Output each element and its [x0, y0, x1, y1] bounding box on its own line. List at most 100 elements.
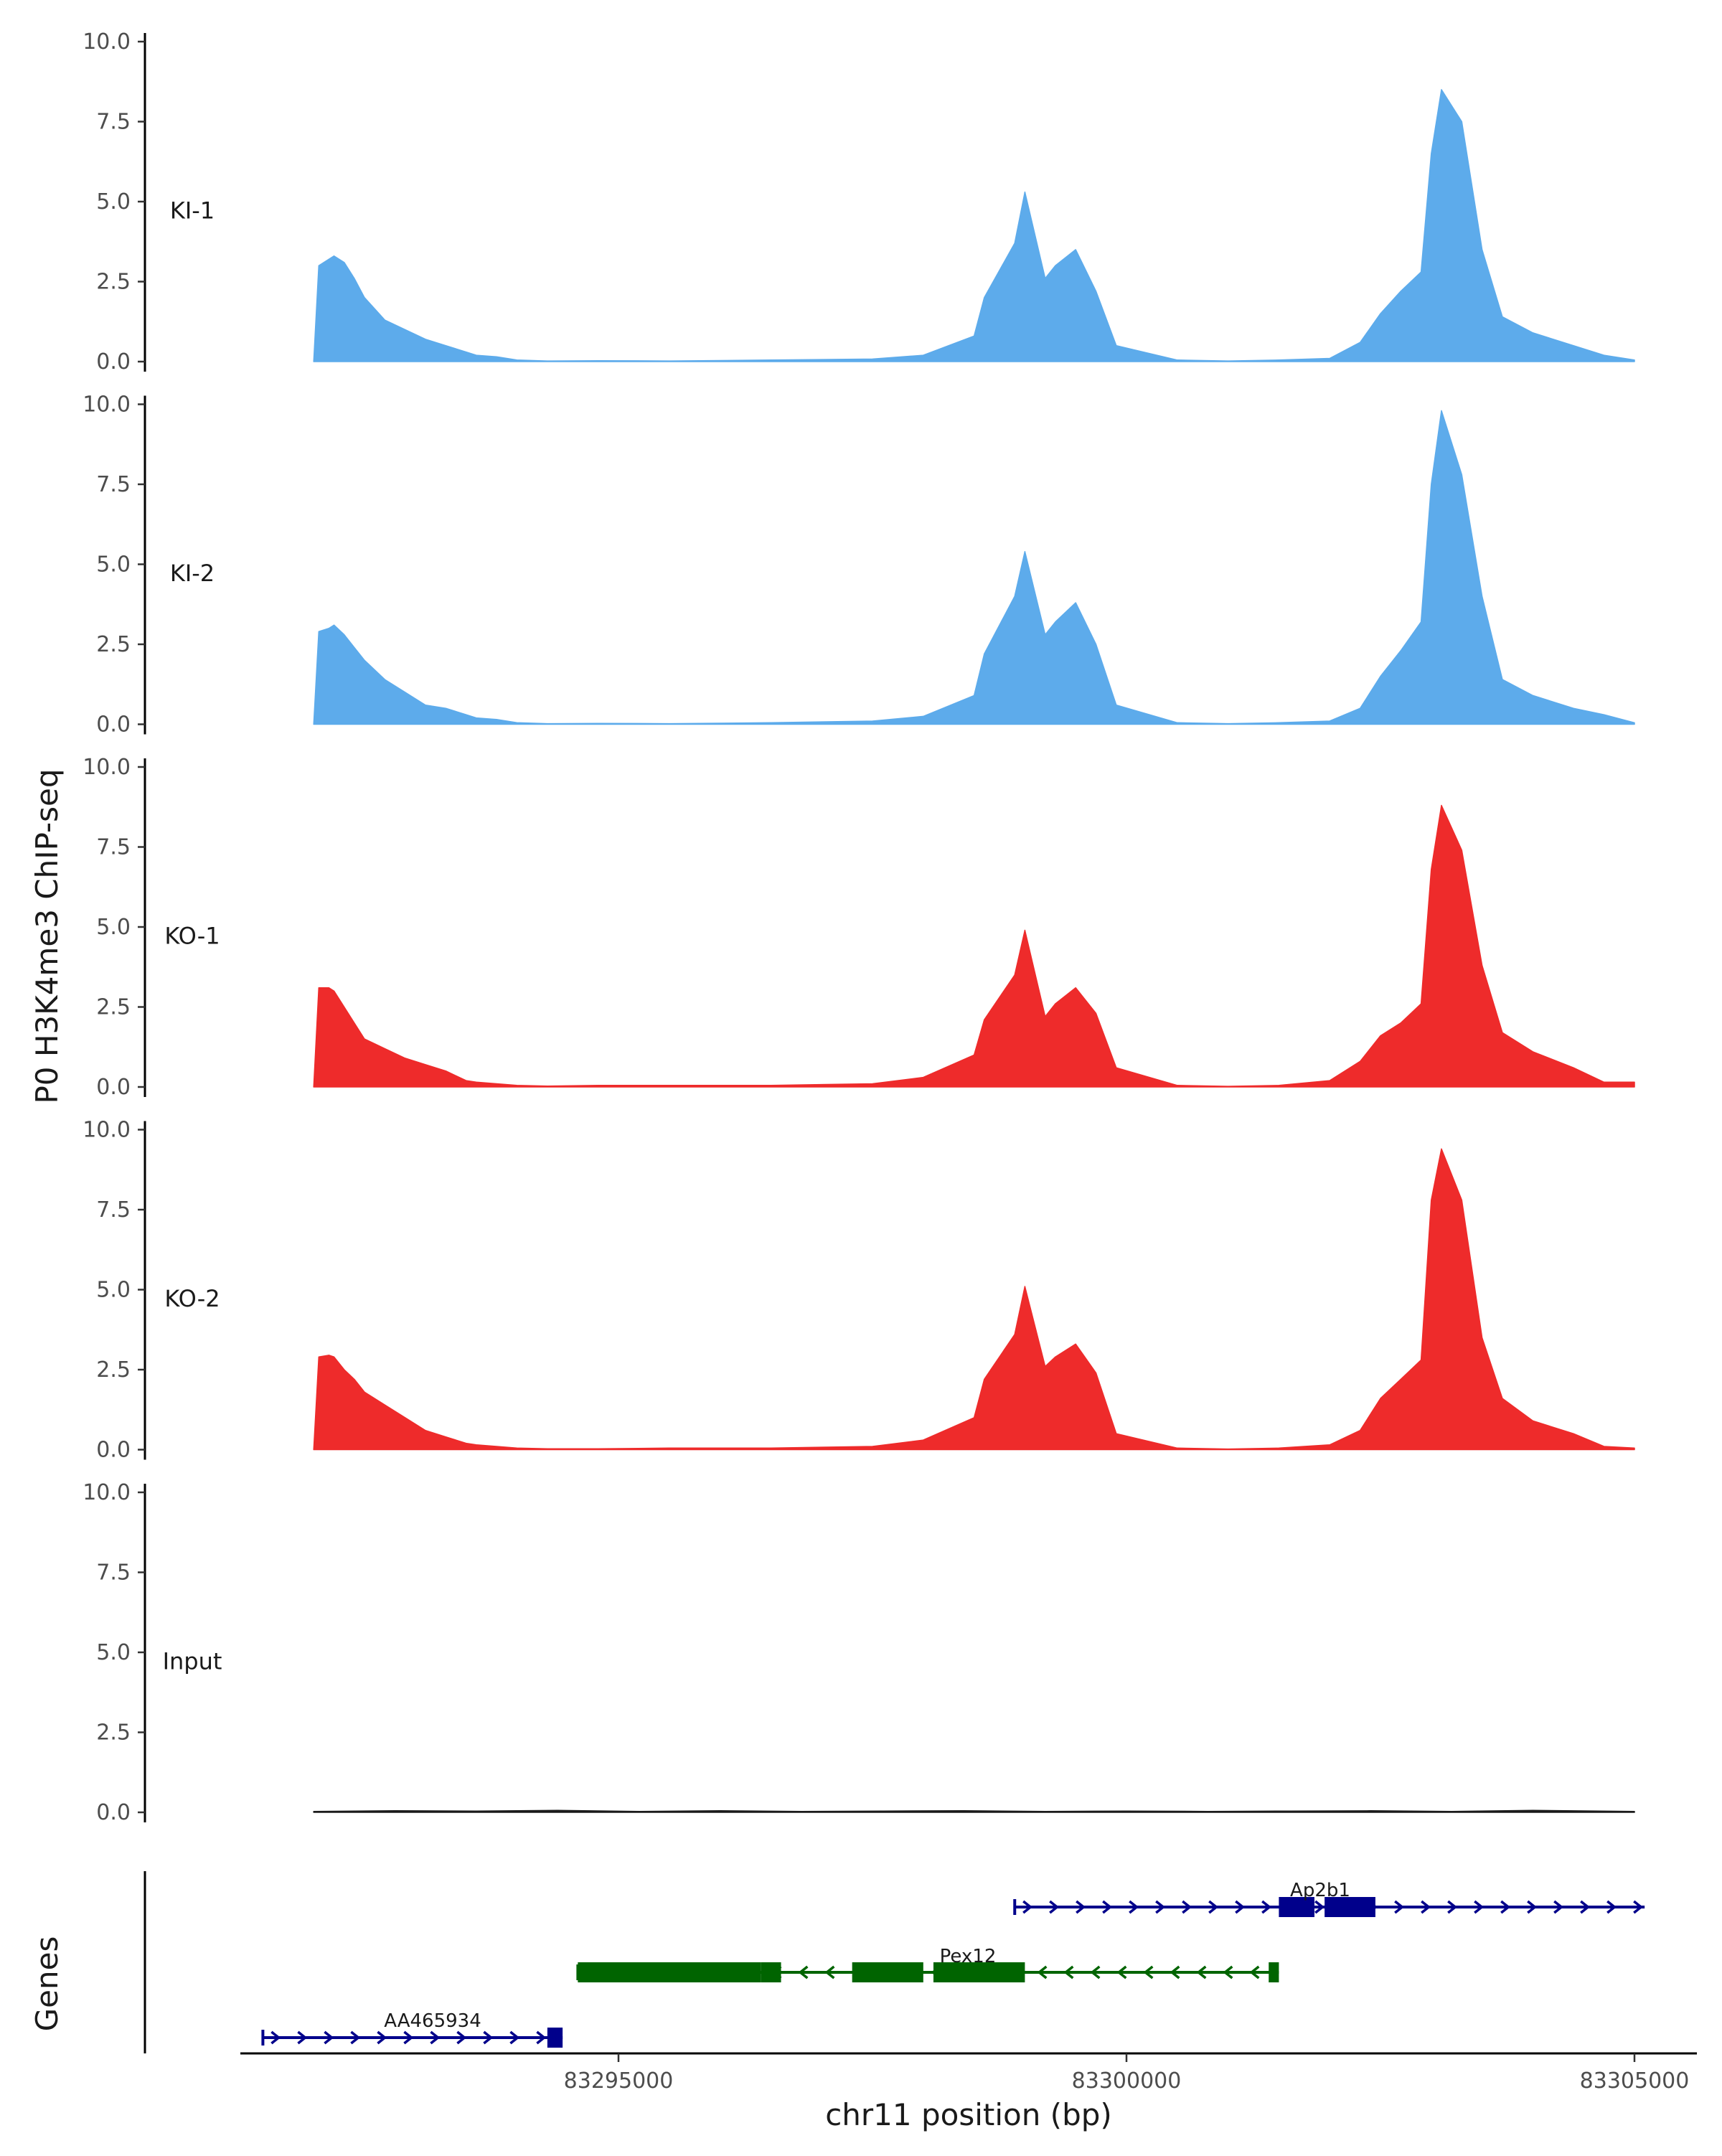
y-tick-label: 2.5	[96, 1357, 131, 1383]
signal-area-ko-1	[313, 804, 1635, 1088]
gene-label: AA465934	[384, 2010, 481, 2032]
gene-label: Ap2b1	[1290, 1880, 1350, 1901]
strand-chevron	[1235, 1900, 1246, 1914]
signal-area-ki-2	[313, 410, 1635, 725]
y-tick-label: 2.5	[96, 632, 131, 657]
x-tick-label: 83295000	[564, 2068, 674, 2094]
track-ko-2: 0.0 2.5 5.0 7.5 10.0 KO-2	[83, 1118, 1635, 1463]
y-tick-label: 10.0	[83, 755, 131, 780]
strand-chevron	[1208, 1900, 1219, 1914]
gene-ap2b1: Ap2b1	[1013, 1880, 1645, 1917]
y-tick-label: 2.5	[96, 995, 131, 1020]
strand-chevron	[1037, 1965, 1048, 1980]
strand-chevron	[1182, 1900, 1192, 1914]
strand-chevron	[1170, 1965, 1180, 1980]
y-tick-label: 0.0	[96, 1075, 131, 1100]
y-tick-label: 0.0	[96, 1800, 131, 1825]
strand-chevron	[1633, 1900, 1644, 1914]
strand-chevron	[1196, 1965, 1207, 1980]
strand-chevron	[1580, 1900, 1591, 1914]
strand-chevron	[270, 2030, 281, 2045]
strand-chevron	[1421, 1900, 1431, 1914]
y-tick-label: 10.0	[83, 1480, 131, 1505]
exon	[852, 1962, 923, 1982]
track-ko-1: 0.0 2.5 5.0 7.5 10.0 KO-1	[83, 755, 1635, 1100]
strand-chevron	[483, 2030, 494, 2045]
y-tick-label: 5.0	[96, 915, 131, 940]
gene-pex12: Pex12	[576, 1946, 1279, 1982]
signal-area-ko-2	[313, 1148, 1635, 1451]
exon	[761, 1962, 781, 1982]
strand-chevron	[509, 2030, 520, 2045]
genes-track-label: Genes	[29, 1936, 65, 2032]
y-tick-label: 5.0	[96, 189, 131, 215]
strand-chevron	[297, 2030, 308, 2045]
track-label: KO-2	[164, 1285, 220, 1312]
strand-chevron	[1223, 1965, 1233, 1980]
strand-chevron	[1553, 1900, 1564, 1914]
strand-chevron	[377, 2030, 387, 2045]
x-axis-title: chr11 position (bp)	[825, 2097, 1112, 2132]
y-tick-label: 10.0	[83, 392, 131, 418]
y-tick-label: 2.5	[96, 1720, 131, 1746]
strand-chevron	[1102, 1900, 1113, 1914]
y-tick-label: 2.5	[96, 270, 131, 295]
strand-chevron	[1076, 1900, 1086, 1914]
exon	[578, 1962, 618, 1982]
strand-chevron	[1063, 1965, 1074, 1980]
strand-chevron	[1447, 1900, 1458, 1914]
track-label: KI-1	[170, 197, 215, 224]
track-ki-1: 0.0 2.5 5.0 7.5 10.0 KI-1	[83, 29, 1635, 375]
strand-chevron	[403, 2030, 414, 2045]
genes-track: Ap2b1 Pex12 AA465934	[144, 1871, 1645, 2053]
signal-area-ki-1	[313, 89, 1635, 362]
strand-chevron	[1249, 1965, 1260, 1980]
strand-chevron	[1129, 1900, 1139, 1914]
x-tick-label: 83300000	[1072, 2068, 1182, 2094]
y-tick-label: 7.5	[96, 110, 131, 135]
y-tick-label: 5.0	[96, 552, 131, 578]
strand-chevron	[1261, 1900, 1272, 1914]
strand-chevron	[324, 2030, 334, 2045]
y-tick-label: 5.0	[96, 1640, 131, 1665]
tracks-layer: 0.0 2.5 5.0 7.5 10.0 KI-1 0.0 2.5 5.0 7.5 10.0 KI-2…	[83, 29, 1635, 1825]
y-tick-label: 0.0	[96, 1438, 131, 1463]
strand-chevron	[1474, 1900, 1485, 1914]
signal-area-input	[313, 1809, 1635, 1813]
y-tick-label: 5.0	[96, 1278, 131, 1303]
strand-chevron	[1606, 1900, 1617, 1914]
y-tick-label: 7.5	[96, 1197, 131, 1223]
exon	[1269, 1962, 1279, 1982]
exon	[618, 1962, 761, 1982]
gene-aa465934: AA465934	[261, 2010, 563, 2048]
x-tick-label: 83305000	[1580, 2068, 1690, 2094]
y-tick-label: 0.0	[96, 349, 131, 375]
y-tick-label: 0.0	[96, 712, 131, 738]
exon	[933, 1962, 1025, 1982]
track-ki-2: 0.0 2.5 5.0 7.5 10.0 KI-2	[83, 392, 1635, 738]
strand-chevron	[1155, 1900, 1166, 1914]
strand-chevron	[430, 2030, 441, 2045]
track-label: KO-1	[164, 922, 220, 949]
strand-chevron	[1022, 1900, 1033, 1914]
strand-chevron	[1143, 1965, 1154, 1980]
strand-chevron	[350, 2030, 361, 2045]
strand-chevron	[1116, 1965, 1127, 1980]
track-label: Input	[163, 1647, 222, 1675]
strand-chevron	[1500, 1900, 1511, 1914]
y-tick-label: 10.0	[83, 29, 131, 55]
y-tick-label: 7.5	[96, 472, 131, 497]
strand-chevron	[1090, 1965, 1101, 1980]
exon	[1325, 1897, 1375, 1917]
x-axis: 83295000 83300000 83305000	[240, 2052, 1697, 2094]
strand-chevron	[1394, 1900, 1405, 1914]
y-tick-label: 7.5	[96, 835, 131, 860]
y-tick-label: 10.0	[83, 1118, 131, 1143]
exon	[1279, 1897, 1314, 1917]
track-label: KI-2	[170, 560, 215, 587]
exon	[547, 2028, 563, 2048]
strand-chevron	[1049, 1900, 1060, 1914]
y-axis-title: P0 H3K4me3 ChIP-seq	[29, 768, 65, 1103]
strand-chevron	[798, 1965, 809, 1980]
